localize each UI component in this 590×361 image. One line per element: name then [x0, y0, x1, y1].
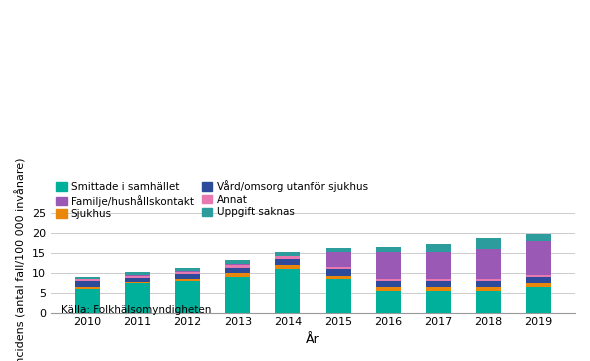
Bar: [376, 287, 401, 291]
Bar: [476, 287, 501, 291]
Bar: [75, 277, 100, 279]
Bar: [125, 278, 150, 282]
Bar: [125, 275, 150, 276]
Y-axis label: Incidens (antal fall/100 000 invånare): Incidens (antal fall/100 000 invånare): [15, 158, 27, 361]
Bar: [276, 265, 300, 269]
Bar: [426, 252, 451, 279]
Bar: [476, 291, 501, 313]
Bar: [376, 281, 401, 287]
Bar: [175, 279, 200, 281]
Bar: [426, 287, 451, 291]
Bar: [526, 275, 551, 277]
Bar: [125, 283, 150, 313]
Legend: Smittade i samhället, Familje/hushållskontakt, Sjukhus, Vård/omsorg utanför sjuk: Smittade i samhället, Familje/hushållsko…: [56, 180, 368, 219]
X-axis label: År: År: [306, 333, 320, 346]
Bar: [276, 259, 300, 265]
Bar: [276, 256, 300, 259]
Bar: [326, 269, 350, 276]
Bar: [175, 281, 200, 313]
Bar: [175, 271, 200, 272]
Bar: [125, 282, 150, 283]
Bar: [75, 282, 100, 287]
Bar: [75, 289, 100, 313]
Bar: [426, 291, 451, 313]
Bar: [225, 265, 250, 268]
Bar: [175, 272, 200, 274]
Bar: [526, 287, 551, 313]
Bar: [125, 276, 150, 278]
Bar: [326, 276, 350, 279]
Bar: [426, 282, 451, 287]
Bar: [225, 268, 250, 273]
Bar: [476, 238, 501, 249]
Bar: [75, 279, 100, 282]
Bar: [175, 268, 200, 271]
Bar: [476, 282, 501, 287]
Bar: [276, 269, 300, 313]
Bar: [225, 277, 250, 313]
Bar: [75, 287, 100, 289]
Bar: [326, 267, 350, 269]
Bar: [526, 234, 551, 241]
Bar: [376, 252, 401, 279]
Bar: [526, 283, 551, 287]
Bar: [276, 252, 300, 256]
Bar: [225, 260, 250, 264]
Bar: [476, 249, 501, 279]
Bar: [326, 252, 350, 267]
Bar: [526, 241, 551, 275]
Bar: [426, 279, 451, 282]
Bar: [426, 244, 451, 252]
Bar: [476, 279, 501, 282]
Bar: [225, 264, 250, 265]
Bar: [526, 277, 551, 283]
Bar: [125, 271, 150, 275]
Bar: [225, 273, 250, 277]
Bar: [326, 279, 350, 313]
Text: Källa: Folkhälsomyndigheten: Källa: Folkhälsomyndigheten: [61, 305, 212, 314]
Bar: [376, 279, 401, 281]
Bar: [175, 274, 200, 279]
Bar: [376, 247, 401, 252]
Bar: [326, 248, 350, 252]
Bar: [376, 291, 401, 313]
